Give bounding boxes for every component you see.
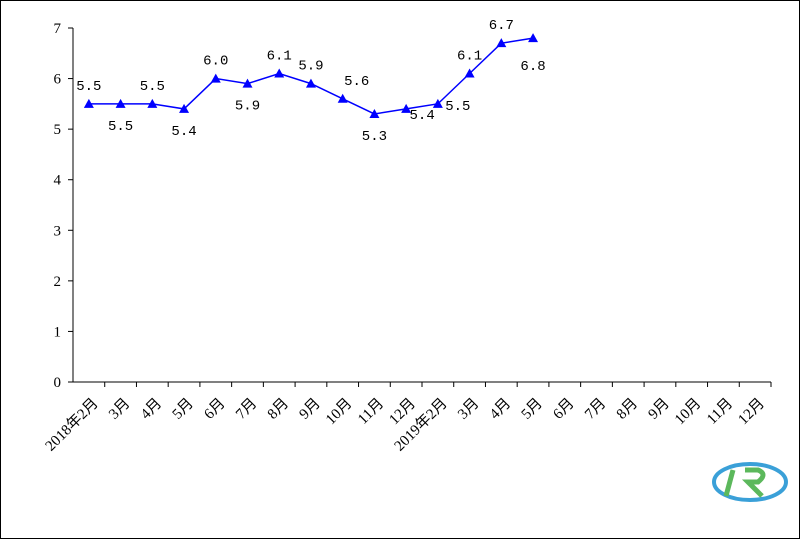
y-tick-label: 5 (54, 122, 62, 138)
marker (242, 78, 253, 88)
data-label: 5.9 (235, 99, 260, 115)
y-tick-label: 6 (54, 72, 62, 88)
data-label: 5.5 (108, 119, 133, 135)
marker (115, 98, 126, 108)
y-tick-label: 0 (54, 375, 62, 391)
data-label: 5.9 (298, 59, 323, 75)
y-tick-label: 4 (54, 173, 62, 189)
marker (210, 73, 221, 83)
marker (432, 98, 443, 108)
marker (528, 33, 539, 43)
data-label: 5.4 (171, 124, 196, 140)
marker (496, 38, 507, 48)
marker (369, 108, 380, 118)
logo-letters (723, 467, 766, 498)
data-label: 6.0 (203, 54, 228, 70)
marker (401, 103, 412, 113)
data-label: 5.6 (344, 74, 369, 90)
data-label: 6.1 (457, 49, 482, 65)
marker (179, 103, 190, 113)
logo-ring (712, 462, 788, 502)
marker (83, 98, 94, 108)
marker (464, 68, 475, 78)
marker (337, 93, 348, 103)
data-label: 5.5 (76, 79, 101, 95)
marker (305, 78, 316, 88)
y-tick-label: 7 (54, 21, 62, 37)
data-label: 5.5 (140, 79, 165, 95)
y-tick-label: 1 (54, 324, 62, 340)
data-label: 5.4 (410, 108, 435, 124)
data-label: 5.3 (362, 129, 387, 145)
y-tick-label: 3 (54, 223, 62, 239)
data-label: 5.5 (445, 99, 470, 115)
marker (274, 68, 285, 78)
data-label: 6.7 (489, 18, 514, 34)
data-label: 6.1 (267, 49, 292, 65)
logo (712, 462, 788, 502)
marker (147, 98, 158, 108)
y-tick-label: 2 (54, 274, 62, 290)
data-label: 6.8 (520, 59, 545, 75)
